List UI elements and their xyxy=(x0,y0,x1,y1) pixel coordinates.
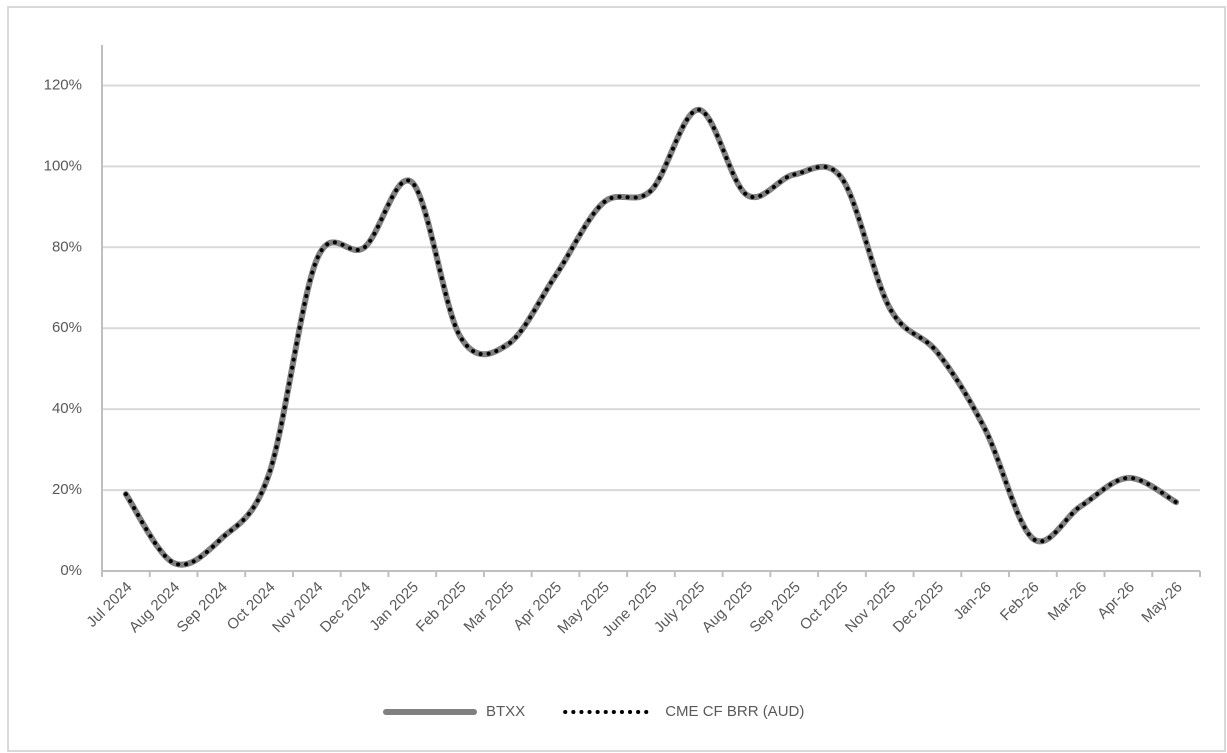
y-tick-label: 40% xyxy=(52,400,82,417)
y-tick-label: 80% xyxy=(52,238,82,255)
y-tick-label: 120% xyxy=(44,76,82,93)
y-tick-label: 20% xyxy=(52,481,82,498)
legend-label: CME CF BRR (AUD) xyxy=(665,703,804,720)
y-tick-label: 0% xyxy=(60,562,82,579)
chart-border xyxy=(7,6,1226,752)
legend-label: BTXX xyxy=(486,703,525,720)
y-tick-label: 60% xyxy=(52,319,82,336)
series-line xyxy=(123,107,1179,567)
y-tick-label: 100% xyxy=(44,157,82,174)
